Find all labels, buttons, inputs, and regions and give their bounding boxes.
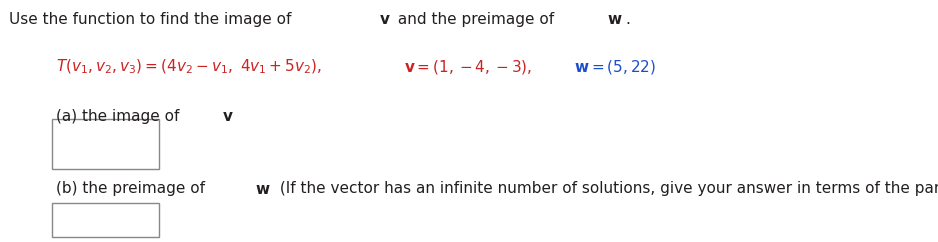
Text: $\mathbf{w}$: $\mathbf{w}$ [255, 182, 270, 197]
Text: $\mathbf{v}$: $\mathbf{v}$ [221, 109, 234, 124]
Text: Use the function to find the image of: Use the function to find the image of [9, 12, 296, 27]
Text: (a) the image of: (a) the image of [56, 109, 185, 124]
Text: w: w [607, 12, 621, 27]
Text: (If the vector has an infinite number of solutions, give your answer in terms of: (If the vector has an infinite number of… [275, 182, 938, 197]
FancyBboxPatch shape [52, 119, 159, 169]
Text: and the preimage of: and the preimage of [393, 12, 559, 27]
Text: v: v [380, 12, 390, 27]
Text: (b) the preimage of: (b) the preimage of [56, 182, 210, 197]
Text: $\mathbf{v} = (1, -4, -3),$: $\mathbf{v} = (1, -4, -3),$ [404, 58, 533, 76]
FancyBboxPatch shape [52, 203, 159, 237]
Text: $T(v_1, v_2, v_3) = (4v_2 - v_1,\ 4v_1 + 5v_2),$: $T(v_1, v_2, v_3) = (4v_2 - v_1,\ 4v_1 +… [56, 58, 323, 76]
Text: $\mathbf{w} = (5, 22)$: $\mathbf{w} = (5, 22)$ [574, 58, 657, 76]
Text: .: . [626, 12, 630, 27]
